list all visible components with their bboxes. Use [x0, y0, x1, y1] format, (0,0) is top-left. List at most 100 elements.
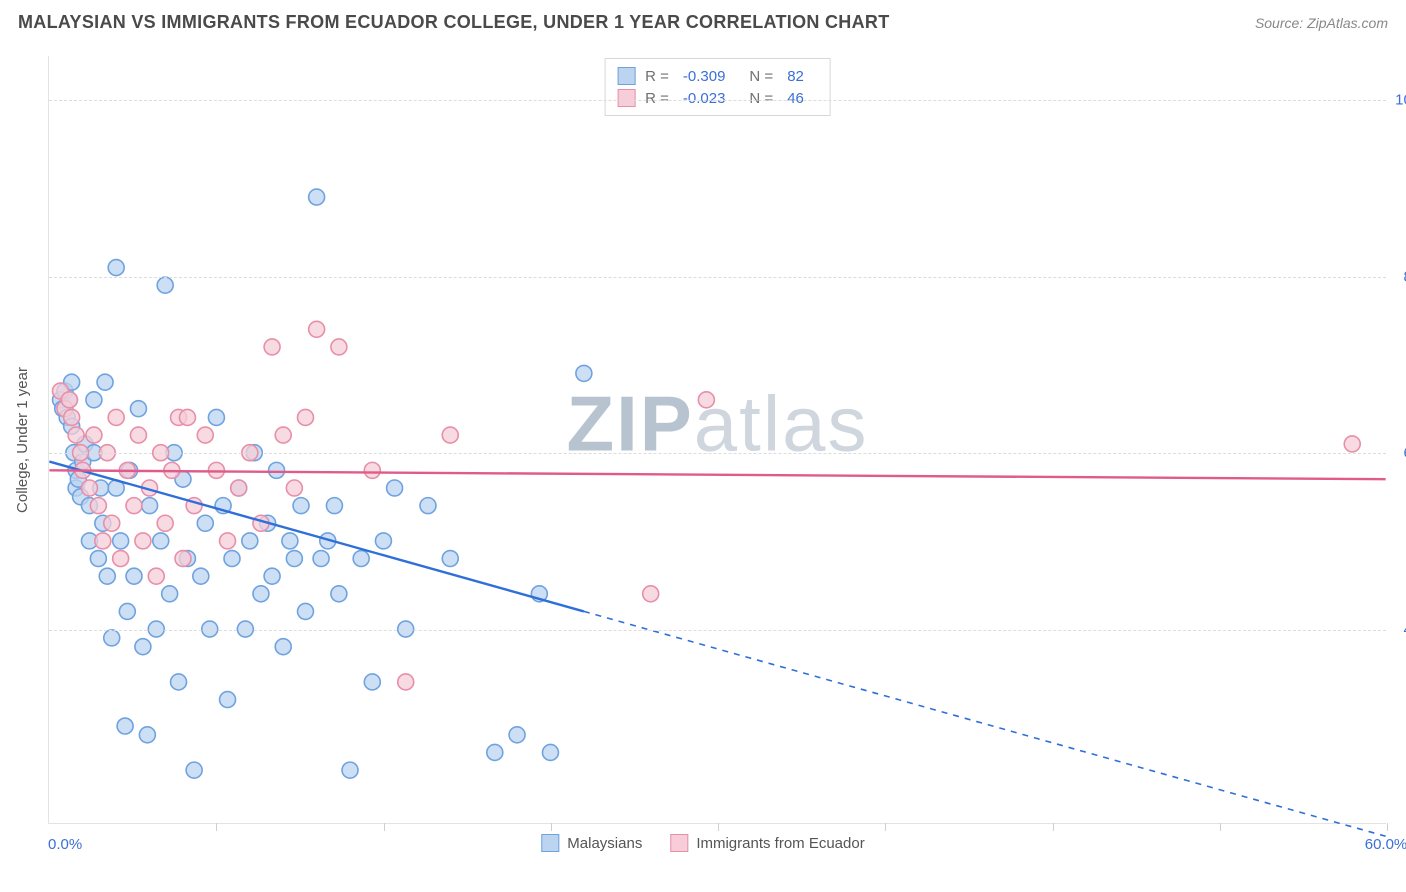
scatter-point: [698, 392, 714, 408]
scatter-point: [148, 568, 164, 584]
scatter-point: [224, 551, 240, 567]
x-axis-tick: [551, 823, 552, 831]
scatter-point: [375, 533, 391, 549]
scatter-point: [86, 392, 102, 408]
series-legend: Malaysians Immigrants from Ecuador: [541, 834, 864, 852]
scatter-point: [342, 762, 358, 778]
source-prefix: Source:: [1255, 15, 1307, 31]
scatter-point: [1344, 436, 1360, 452]
scatter-point: [119, 603, 135, 619]
scatter-point: [157, 515, 173, 531]
x-axis-tick: [216, 823, 217, 831]
x-axis-tick: [1387, 823, 1388, 831]
gridline-h: [49, 277, 1386, 278]
scatter-point: [135, 533, 151, 549]
scatter-point: [220, 692, 236, 708]
y-axis-title: College, Under 1 year: [14, 367, 31, 513]
scatter-point: [117, 718, 133, 734]
scatter-point: [175, 551, 191, 567]
scatter-point: [126, 568, 142, 584]
x-axis-tick: [1053, 823, 1054, 831]
gridline-h: [49, 453, 1386, 454]
scatter-point: [297, 603, 313, 619]
swatch-ecuador: [670, 834, 688, 852]
scatter-point: [81, 480, 97, 496]
scatter-point: [108, 260, 124, 276]
scatter-point: [264, 339, 280, 355]
gridline-h: [49, 100, 1386, 101]
scatter-point: [331, 339, 347, 355]
x-axis-label-end: 60.0%: [1365, 836, 1406, 853]
y-axis-tick-label: 100.0%: [1395, 92, 1406, 109]
scatter-point: [135, 639, 151, 655]
scatter-point: [104, 515, 120, 531]
legend-label-malaysians: Malaysians: [567, 835, 642, 852]
scatter-point: [286, 480, 302, 496]
scatter-point: [126, 498, 142, 514]
scatter-point: [643, 586, 659, 602]
legend-label-ecuador: Immigrants from Ecuador: [696, 835, 864, 852]
x-axis-tick: [885, 823, 886, 831]
scatter-point: [197, 427, 213, 443]
x-axis-tick: [1220, 823, 1221, 831]
trend-line: [49, 470, 1385, 479]
scatter-point: [95, 533, 111, 549]
scatter-point: [231, 480, 247, 496]
scatter-point: [142, 498, 158, 514]
scatter-point: [313, 551, 329, 567]
scatter-point: [86, 427, 102, 443]
scatter-point: [90, 498, 106, 514]
scatter-point: [442, 551, 458, 567]
scatter-point: [487, 744, 503, 760]
scatter-point: [99, 568, 115, 584]
trend-line: [49, 462, 584, 612]
scatter-point: [113, 551, 129, 567]
scatter-svg: [49, 56, 1386, 823]
scatter-point: [64, 409, 80, 425]
scatter-point: [139, 727, 155, 743]
scatter-point: [264, 568, 280, 584]
swatch-malaysians: [541, 834, 559, 852]
trend-line-extrapolated: [584, 611, 1386, 836]
scatter-point: [153, 533, 169, 549]
scatter-point: [186, 762, 202, 778]
scatter-point: [171, 674, 187, 690]
scatter-point: [275, 639, 291, 655]
scatter-point: [208, 409, 224, 425]
scatter-point: [61, 392, 77, 408]
scatter-point: [162, 586, 178, 602]
scatter-point: [90, 551, 106, 567]
scatter-point: [253, 586, 269, 602]
scatter-point: [269, 462, 285, 478]
scatter-point: [442, 427, 458, 443]
scatter-point: [309, 321, 325, 337]
legend-item-ecuador: Immigrants from Ecuador: [670, 834, 864, 852]
scatter-point: [286, 551, 302, 567]
scatter-point: [113, 533, 129, 549]
scatter-point: [130, 427, 146, 443]
scatter-point: [220, 533, 236, 549]
x-axis-tick: [718, 823, 719, 831]
scatter-point: [108, 409, 124, 425]
scatter-point: [331, 586, 347, 602]
scatter-point: [364, 674, 380, 690]
scatter-point: [509, 727, 525, 743]
scatter-point: [242, 533, 258, 549]
scatter-point: [326, 498, 342, 514]
legend-item-malaysians: Malaysians: [541, 834, 642, 852]
gridline-h: [49, 630, 1386, 631]
scatter-point: [293, 498, 309, 514]
scatter-point: [542, 744, 558, 760]
scatter-point: [157, 277, 173, 293]
scatter-point: [398, 674, 414, 690]
scatter-point: [179, 409, 195, 425]
scatter-point: [364, 462, 380, 478]
chart-title: MALAYSIAN VS IMMIGRANTS FROM ECUADOR COL…: [18, 12, 890, 33]
scatter-point: [282, 533, 298, 549]
scatter-point: [297, 409, 313, 425]
scatter-point: [275, 427, 291, 443]
chart-plot-area: ZIPatlas R = -0.309 N = 82 R = -0.023 N …: [48, 56, 1386, 824]
scatter-point: [309, 189, 325, 205]
scatter-point: [576, 365, 592, 381]
scatter-point: [130, 401, 146, 417]
